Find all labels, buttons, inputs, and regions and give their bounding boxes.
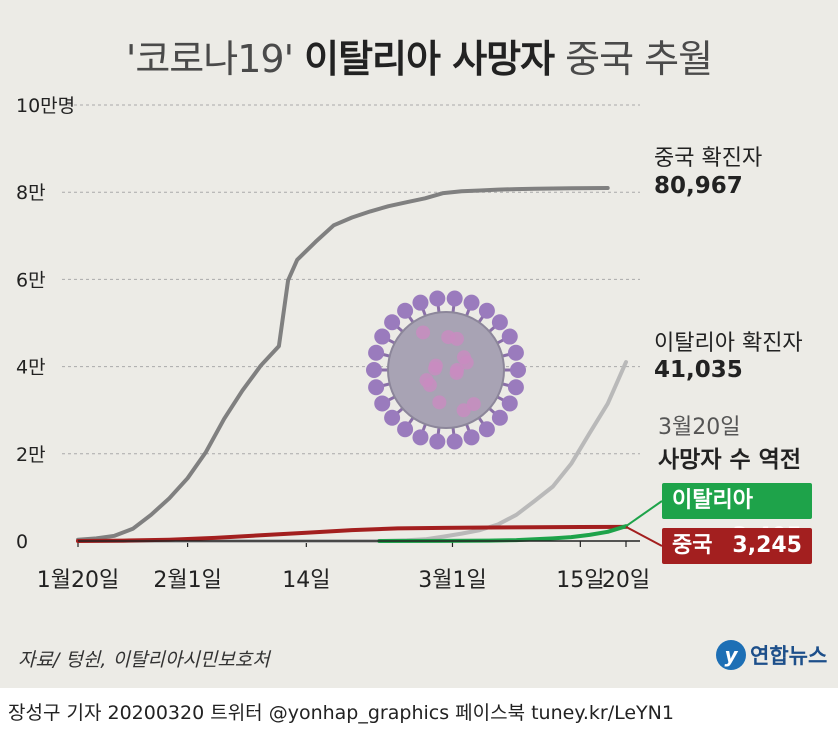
italy-deaths-label: 이탈리아 (672, 488, 753, 513)
italy-cases-value: 41,035 (654, 357, 743, 383)
virus-dot (459, 355, 474, 370)
italy-deaths-box: 이탈리아 3,405 (662, 483, 812, 549)
title-bold: 이탈리아 사망자 (304, 37, 555, 81)
virus-spike-tip (368, 344, 385, 361)
series-line (76, 186, 610, 542)
source-note: 자료/ 텅쉰, 이탈리아시민보호처 (18, 649, 270, 671)
virus-spike-tip (429, 290, 446, 307)
virus-body (387, 311, 505, 429)
italy-cases-label: 이탈리아 확진자 (654, 331, 803, 356)
reversal-note: 사망자 수 역전 (658, 447, 801, 473)
virus-dot (449, 365, 464, 380)
footer-credit: 장성구 기자 20200320 트위터 @yonhap_graphics 페이스… (8, 702, 674, 724)
series-line (76, 524, 628, 543)
series-line (76, 360, 628, 543)
virus-spike-tip (507, 379, 524, 396)
x-tick-label: 1월20일 (37, 568, 119, 593)
virus-spike-tip (446, 290, 463, 307)
title-post: 중국 추월 (565, 37, 713, 81)
virus-spike-tip (368, 379, 385, 396)
virus-spike-tip (384, 314, 401, 331)
italy-deaths-connector (625, 500, 663, 527)
china-cases-value: 80,967 (654, 173, 743, 199)
virus-spike-tip (491, 409, 508, 426)
china-deaths-connector (625, 525, 663, 547)
virus-spike-tip (463, 294, 480, 311)
y-tick-label: 10만명 (16, 95, 75, 117)
virus-spike-tip (478, 302, 495, 319)
x-tick-label: 3월1일 (418, 568, 486, 593)
china-cases-label: 중국 확진자 (654, 146, 763, 171)
virus-spike-tip (478, 421, 495, 438)
virus-dot (456, 403, 471, 418)
virus-dot (416, 325, 431, 340)
virus-spike-tip (463, 429, 480, 446)
virus-dot (419, 373, 434, 388)
china-deaths-value: 3,245 (732, 533, 802, 558)
yonhap-logo-icon: y (716, 640, 746, 670)
virus-spike-tip (507, 344, 524, 361)
date-note: 3월20일 (658, 415, 741, 440)
yonhap-logo-text: 연합뉴스 (750, 644, 828, 668)
virus-spike-tip (491, 314, 508, 331)
x-tick-label: 15일 (556, 568, 604, 593)
virus-spike-tip (510, 362, 526, 378)
yonhap-logo: y 연합뉴스 (716, 637, 827, 673)
chart-title: '코로나19' 이탈리아 사망자 중국 추월 (0, 28, 838, 83)
virus-spike-tip (446, 433, 463, 450)
title-pre: '코로나19' (125, 37, 294, 81)
x-tick-label: 14일 (282, 568, 330, 593)
virus-dot (449, 331, 464, 346)
virus-spike-tip (397, 421, 414, 438)
y-tick-label: 4만 (16, 357, 46, 379)
y-tick-label: 2만 (16, 444, 46, 466)
china-deaths-box: 중국 3,245 (662, 528, 812, 564)
y-tick-label: 8만 (16, 182, 46, 204)
x-tick-label: 20일 (602, 568, 650, 593)
china-deaths-label: 중국 (672, 533, 713, 558)
virus-spike-tip (429, 433, 446, 450)
y-tick-label: 0 (16, 531, 28, 553)
virus-spike-tip (501, 395, 518, 412)
virus-spike-tip (384, 409, 401, 426)
virus-spike-tip (374, 395, 391, 412)
virus-spike-tip (374, 328, 391, 345)
virus-dot (428, 358, 443, 373)
virus-dot (432, 395, 447, 410)
virus-dot (466, 397, 481, 412)
y-tick-label: 6만 (16, 269, 46, 291)
virus-spike-tip (501, 328, 518, 345)
virus-spike-tip (412, 429, 429, 446)
x-tick-label: 2월1일 (153, 568, 221, 593)
virus-spike-tip (366, 362, 382, 378)
virus-spike-tip (412, 294, 429, 311)
virus-spike-tip (397, 302, 414, 319)
